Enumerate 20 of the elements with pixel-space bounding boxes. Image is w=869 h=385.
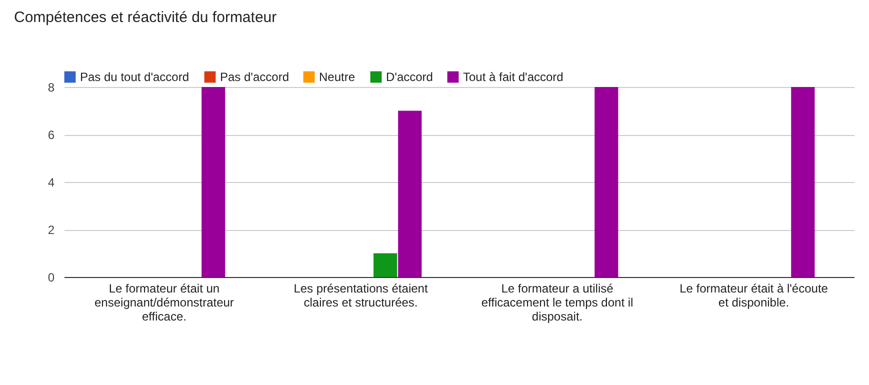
y-tick-label: 6 [48, 128, 55, 142]
y-tick-label: 2 [48, 223, 55, 237]
bar [791, 87, 815, 277]
legend-label: D'accord [386, 70, 433, 84]
y-tick-label: 8 [48, 80, 55, 94]
y-tick-label: 0 [48, 270, 55, 284]
legend-label: Pas du tout d'accord [80, 70, 190, 84]
bar [594, 87, 618, 277]
bar [398, 110, 422, 277]
bar [374, 253, 398, 277]
legend-label: Neutre [319, 70, 356, 84]
x-tick-label: Le formateur était à l'écoute et disponible. [680, 282, 828, 310]
legend-label: Tout à fait d'accord [463, 70, 564, 84]
x-tick-label: Le formateur était un enseignant/démonstrateur efficace. [94, 282, 234, 324]
chart-title: Compétences et réactivité du formateur [14, 9, 277, 26]
x-tick-label: Les présentations étaient claires et structurées. [294, 282, 428, 310]
x-tick-label: Le formateur a utilisé efficacement le temps dont il disposait. [481, 282, 634, 324]
legend-label: Pas d'accord [220, 70, 289, 84]
y-tick-label: 4 [48, 176, 55, 190]
bar [202, 87, 226, 277]
